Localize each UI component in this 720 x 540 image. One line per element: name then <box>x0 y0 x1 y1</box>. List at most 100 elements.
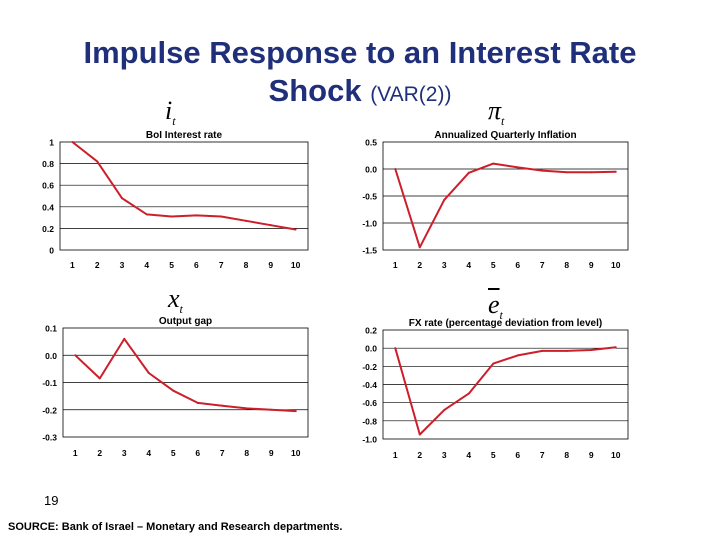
fx-data-point <box>394 347 397 350</box>
inflation-data-point <box>492 162 495 165</box>
slide-title: Impulse Response to an Interest Rate Sho… <box>0 34 720 114</box>
fx-xtick-label: 4 <box>466 450 471 460</box>
output-gap-ytick-label: -0.3 <box>42 433 57 443</box>
interest-xtick-label: 2 <box>95 260 100 270</box>
fx-data-point <box>516 354 519 357</box>
inflation-xtick-label: 2 <box>417 260 422 270</box>
output-gap-data-point <box>196 401 199 404</box>
output-gap-ytick-label: 0.1 <box>45 324 57 334</box>
output-gap-xtick-label: 6 <box>195 448 200 458</box>
fx-data-point <box>541 349 544 352</box>
inflation-xtick-label: 6 <box>515 260 520 270</box>
fx-xtick-label: 2 <box>417 450 422 460</box>
output-gap-data-point <box>270 408 273 411</box>
interest-xtick-label: 1 <box>70 260 75 270</box>
title-model: (VAR(2)) <box>370 83 452 106</box>
interest-ytick-label: 0.8 <box>42 159 54 169</box>
interest-xtick-label: 8 <box>244 260 249 270</box>
interest-xtick-label: 5 <box>169 260 174 270</box>
output-gap-xtick-label: 5 <box>171 448 176 458</box>
interest-plot-frame <box>59 141 309 251</box>
output-gap-xtick-label: 4 <box>146 448 151 458</box>
fx-xtick-label: 5 <box>491 450 496 460</box>
output-gap-chart-title: Output gap <box>159 316 212 327</box>
interest-data-point <box>269 224 272 227</box>
interest-data-point <box>245 219 247 222</box>
output-gap-xtick-label: 3 <box>122 448 127 458</box>
output-gap-data-point <box>98 377 101 380</box>
fx-ytick-label: -0.6 <box>362 398 377 408</box>
symbol-fx-rate: et <box>488 290 503 323</box>
inflation-data-point <box>394 168 397 170</box>
inflation-xtick-label: 7 <box>540 260 545 270</box>
fx-data-point <box>443 408 446 411</box>
fx-ytick-label: -0.8 <box>362 416 377 426</box>
fx-ytick-label: -0.2 <box>362 362 377 372</box>
output-gap-data-point <box>172 389 175 392</box>
inflation-ytick-label: 0.0 <box>365 165 377 175</box>
fx-data-point <box>492 362 495 365</box>
inflation-data-point <box>443 198 446 201</box>
fx-data-point <box>418 433 421 436</box>
output-gap-data-point <box>147 371 150 374</box>
source-note: SOURCE: Bank of Israel – Monetary and Re… <box>8 521 343 533</box>
output-gap-data-point <box>245 407 248 410</box>
fx-xtick-label: 7 <box>540 450 545 460</box>
symbol-inflation: πt <box>488 96 505 129</box>
interest-data-point <box>96 160 99 163</box>
interest-data-point <box>170 215 173 218</box>
interest-ytick-label: 0.4 <box>42 202 54 212</box>
output-gap-data-point <box>123 337 126 340</box>
interest-data-point <box>294 228 297 231</box>
fx-ytick-label: -0.4 <box>362 380 377 390</box>
output-gap-xtick-label: 1 <box>73 448 78 458</box>
interest-xtick-label: 4 <box>144 260 149 270</box>
fx-xtick-label: 10 <box>611 450 621 460</box>
output-gap-xtick-label: 8 <box>244 448 249 458</box>
interest-xtick-label: 7 <box>219 260 224 270</box>
output-gap-xtick-label: 7 <box>220 448 225 458</box>
interest-data-point <box>71 141 74 143</box>
inflation-xtick-label: 10 <box>611 260 621 270</box>
fx-data-point <box>590 348 593 351</box>
interest-ytick-label: 1 <box>49 138 54 148</box>
fx-xtick-label: 3 <box>442 450 447 460</box>
fx-xtick-label: 9 <box>589 450 594 460</box>
output-gap-data-point <box>74 354 77 357</box>
fx-chart-title: FX rate (percentage deviation from level… <box>409 318 602 329</box>
interest-chart-title: BoI Interest rate <box>146 130 223 141</box>
interest-ytick-label: 0 <box>49 246 54 256</box>
inflation-ytick-label: -0.5 <box>362 192 377 202</box>
fx-xtick-label: 8 <box>564 450 569 460</box>
inflation-ytick-label: -1.0 <box>362 219 377 229</box>
output-gap-xtick-label: 9 <box>269 448 274 458</box>
interest-series-line <box>71 141 296 231</box>
interest-data-point <box>121 197 123 200</box>
inflation-data-point <box>614 170 617 173</box>
inflation-data-point <box>516 166 519 169</box>
inflation-xtick-label: 4 <box>466 260 471 270</box>
inflation-ytick-label: -1.5 <box>362 246 377 256</box>
output-gap-xtick-label: 10 <box>291 448 301 458</box>
inflation-chart-title: Annualized Quarterly Inflation <box>434 130 576 141</box>
inflation-data-point <box>541 169 544 172</box>
interest-data-point <box>220 215 223 218</box>
inflation-data-point <box>590 171 593 174</box>
interest-xtick-label: 10 <box>291 260 301 270</box>
interest-xtick-label: 9 <box>268 260 273 270</box>
interest-ytick-label: 0.6 <box>42 181 54 191</box>
inflation-data-point <box>467 171 470 174</box>
fx-series-line <box>394 346 616 436</box>
fx-data-point <box>565 349 568 352</box>
inflation-xtick-label: 9 <box>589 260 594 270</box>
inflation-data-point <box>418 246 421 249</box>
output-gap-xtick-label: 2 <box>97 448 102 458</box>
fx-ytick-label: 0.0 <box>365 344 377 354</box>
interest-xtick-label: 6 <box>194 260 199 270</box>
interest-ytick-label: 0.2 <box>42 224 54 234</box>
title-shock: Shock <box>268 73 362 108</box>
fx-data-point <box>614 346 617 349</box>
inflation-series-line <box>394 162 616 249</box>
inflation-xtick-label: 5 <box>491 260 496 270</box>
